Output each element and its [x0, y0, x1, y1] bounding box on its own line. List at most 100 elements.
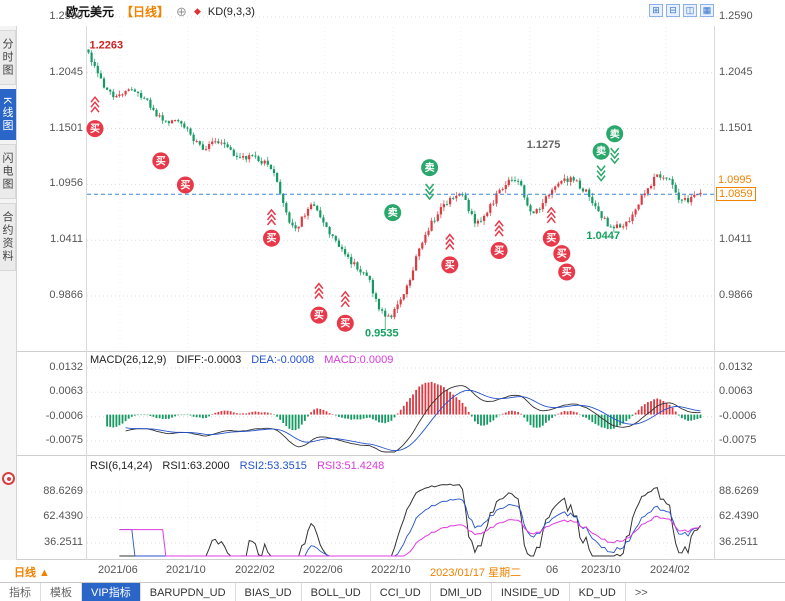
macd-plot: [106, 381, 702, 453]
rsi2-value: RSI2:53.3515: [239, 460, 307, 472]
tab-bias-ud[interactable]: BIAS_UD: [236, 583, 302, 601]
sell-signal-badge: [421, 159, 439, 177]
signal-label: 买: [340, 318, 350, 330]
rsi-plot: [119, 483, 701, 557]
signal-label: 买: [546, 233, 556, 245]
signal-label: 买: [156, 155, 166, 167]
buy-arrow-icon: [266, 213, 277, 221]
signal-label: 买: [562, 267, 572, 279]
price-tick-left: 1.0956: [49, 177, 83, 189]
rsi-title: RSI(6,14,24): [90, 460, 153, 472]
macd-macd-value: MACD:0.0009: [324, 354, 394, 366]
grid-layout-icon[interactable]: ⊞: [649, 4, 663, 17]
buy-signal-badge: [490, 242, 508, 259]
add-indicator-icon[interactable]: ⊕: [176, 3, 187, 19]
buy-arrow-icon: [445, 233, 455, 240]
buy-arrow-icon: [494, 219, 504, 227]
rsi-tick-right: 62.4390: [719, 510, 759, 522]
period-selector[interactable]: 日线 ▲: [14, 567, 50, 579]
rsi-tick-right: 88.6269: [719, 485, 759, 497]
macd-tick-right: -0.0006: [719, 410, 757, 422]
price-tick-right: 0.9866: [719, 289, 753, 301]
tab-inside-ud[interactable]: INSIDE_UD: [492, 583, 570, 601]
macd-dea-value: DEA:-0.0008: [251, 354, 315, 366]
buy-signal-badge: [336, 314, 354, 332]
rsi-header: RSI(6,14,24) RSI1:63.2000 RSI2:53.3515 R…: [90, 460, 384, 472]
price-tick-left: 1.0411: [50, 233, 83, 245]
rsi-tick-right: 36.2511: [719, 536, 758, 548]
crosshair-date-label: 2023/01/17 星期二: [430, 567, 522, 579]
list-view-icon[interactable]: ▦: [700, 4, 714, 17]
time-tick: 2024/02: [650, 564, 690, 576]
time-tick: 2023/10: [581, 564, 621, 576]
sidebar-item-contract-info[interactable]: 合约资料: [0, 203, 16, 272]
time-tick: 2022/06: [303, 564, 343, 576]
split-layout-icon[interactable]: ⊟: [666, 4, 680, 17]
rsi1-value: RSI1:63.2000: [162, 460, 230, 472]
macd-diff-value: DIFF:-0.0003: [176, 354, 242, 366]
indicator-label: KD(9,3,3): [207, 5, 255, 18]
signal-label: 卖: [596, 145, 606, 158]
price-tick-left: 1.2590: [49, 10, 83, 22]
time-tick: 06: [546, 564, 559, 576]
rsi-tick-left: 36.2511: [44, 536, 83, 548]
panel-view-icon[interactable]: ◫: [683, 4, 697, 17]
sidebar-item-time-chart[interactable]: 分时图: [0, 30, 16, 85]
price-tick-left: 1.2045: [49, 66, 83, 78]
macd-tick-left: 0.0132: [49, 361, 83, 373]
buy-arrow-icon: [546, 211, 556, 219]
macd-title: MACD(26,12,9): [90, 354, 167, 366]
price-tick-right: 1.0411: [719, 233, 752, 245]
buy-signal-badge: [558, 263, 576, 281]
buy-arrow-icon: [90, 100, 100, 108]
sell-signal-badge: [606, 125, 624, 143]
macd-header: MACD(26,12,9) DIFF:-0.0003 DEA:-0.0008 M…: [90, 354, 393, 366]
time-tick: 2022/02: [235, 564, 275, 576]
buy-arrow-icon: [266, 218, 277, 226]
macd-tick-left: -0.0075: [45, 434, 83, 446]
tab-kd-ud[interactable]: KD_UD: [570, 583, 626, 601]
price-annotation: 1.0447: [586, 230, 620, 242]
buy-arrow-icon: [546, 216, 556, 224]
candlesticks: [87, 49, 714, 330]
buy-arrow-icon: [340, 300, 350, 308]
signal-label: 卖: [610, 127, 620, 140]
sell-arrow-icon: [596, 175, 606, 182]
tab-boll-ud[interactable]: BOLL_UD: [302, 583, 371, 601]
tab-dmi-ud[interactable]: DMI_UD: [431, 583, 492, 601]
reference-price-label: 1.0995: [718, 174, 752, 186]
buy-signal-badge: [152, 152, 170, 170]
signal-label: 卖: [388, 206, 398, 219]
signal-label: 买: [314, 310, 324, 322]
buy-arrow-icon: [494, 224, 504, 232]
buy-signal-badge: [176, 176, 194, 194]
target-icon[interactable]: [2, 472, 15, 485]
tab-indicators[interactable]: 指标: [0, 583, 41, 601]
buy-arrow-icon: [340, 295, 350, 303]
buy-arrow-icon: [494, 229, 504, 237]
sidebar-item-kline-chart[interactable]: K线图: [0, 89, 16, 141]
price-tick-right: 1.1501: [719, 122, 753, 134]
diamond-icon: ◆: [193, 6, 201, 16]
time-tick: 2022/10: [371, 564, 411, 576]
tab-cci-ud[interactable]: CCI_UD: [371, 583, 431, 601]
sell-arrow-icon: [610, 152, 620, 160]
buy-arrow-icon: [266, 208, 277, 216]
tab-barupdn-ud[interactable]: BARUPDN_UD: [141, 583, 236, 601]
tab-more[interactable]: >>: [634, 587, 648, 599]
sell-arrow-icon: [425, 188, 435, 196]
sidebar-item-flash-chart[interactable]: 闪电图: [0, 144, 16, 200]
buy-signal-badge: [542, 229, 560, 247]
grid-lines: [0, 16, 785, 560]
buy-signal-badge: [263, 229, 280, 247]
signal-label: 买: [267, 233, 277, 245]
symbol-name: 欧元美元: [66, 5, 115, 19]
tab-templates[interactable]: 模板: [41, 583, 82, 601]
price-tick-right: 1.2045: [719, 66, 753, 78]
macd-tick-right: -0.0075: [719, 434, 757, 446]
rsi3-value: RSI3:51.4248: [316, 460, 385, 472]
tab-vip-indicators[interactable]: VIP指标: [82, 583, 141, 601]
